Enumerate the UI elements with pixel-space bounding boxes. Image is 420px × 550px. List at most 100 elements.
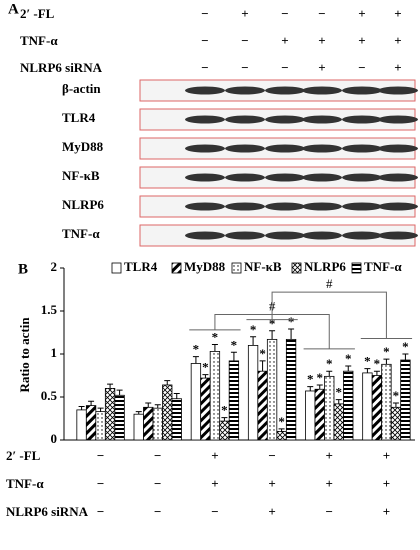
legend-swatch	[291, 262, 302, 274]
comparison-label: #	[326, 276, 333, 291]
blot-band	[225, 144, 265, 153]
blot-label: TLR4	[62, 110, 96, 125]
blot-band	[185, 173, 225, 182]
bar	[362, 372, 373, 441]
treatment-sign: −	[281, 60, 288, 75]
bar	[333, 403, 344, 441]
bar	[371, 375, 383, 441]
treatment-sign: +	[268, 504, 275, 519]
significance-star: *	[374, 356, 381, 371]
y-tick-label: 1.5	[41, 302, 58, 317]
significance-star: *	[317, 370, 324, 385]
treatment-sign: −	[241, 60, 248, 75]
blot-band	[302, 86, 342, 95]
treatment-sign: −	[154, 504, 161, 519]
blot-band	[342, 231, 382, 240]
bar	[104, 387, 116, 441]
treatment-sign: +	[268, 476, 275, 491]
bar	[200, 377, 211, 441]
bar	[247, 344, 259, 441]
treatment-sign: +	[394, 33, 401, 48]
blot-band	[225, 86, 265, 95]
bar	[95, 411, 106, 441]
error-bar	[154, 404, 161, 409]
error-bar	[202, 374, 209, 379]
blot-band	[225, 202, 265, 211]
significance-star: *	[231, 337, 238, 352]
treatment-sign: −	[97, 448, 104, 463]
panel-label: B	[18, 261, 28, 277]
blot-band	[265, 144, 305, 153]
bar	[228, 360, 240, 441]
blot-label: β-actin	[62, 81, 101, 96]
error-bar	[78, 405, 85, 410]
blot-band	[302, 115, 342, 124]
error-bar	[383, 358, 390, 365]
legend-swatch	[231, 262, 242, 274]
treatment-sign: +	[394, 60, 401, 75]
treatment-sign: +	[394, 6, 401, 21]
bar	[266, 338, 278, 441]
y-tick-label: 0.5	[41, 388, 58, 403]
blot-label: NF-κB	[62, 168, 100, 183]
blot-band	[342, 173, 382, 182]
y-tick-label: 1	[51, 345, 58, 360]
y-axis-label: Ratio to actin	[17, 317, 32, 393]
significance-star: *	[288, 314, 295, 329]
treatment-sign: −	[318, 6, 325, 21]
treatment-sign: −	[211, 504, 218, 519]
legend-swatch	[111, 262, 122, 274]
error-bar	[116, 389, 123, 396]
blot-band	[265, 173, 305, 182]
treatment-sign: −	[241, 33, 248, 48]
bar	[114, 394, 125, 441]
legend-label: NLRP6	[304, 259, 346, 274]
treatment-label: TNF-α	[20, 33, 58, 48]
treatment-sign: −	[201, 60, 208, 75]
treatment-sign: −	[97, 476, 104, 491]
error-bar	[164, 380, 171, 385]
bar	[343, 370, 354, 441]
error-bar	[326, 370, 333, 377]
blot-band	[378, 144, 418, 153]
blot-label: NLRP6	[62, 197, 104, 212]
blot-band	[378, 115, 418, 124]
bar	[143, 406, 154, 441]
significance-star: *	[278, 414, 285, 429]
error-bar	[335, 399, 342, 404]
significance-star: *	[383, 344, 390, 359]
significance-star: *	[212, 330, 219, 345]
y-tick-label: 0	[51, 431, 58, 446]
treatment-sign: +	[326, 476, 333, 491]
blot-label: MyD88	[62, 139, 104, 154]
error-bar	[345, 365, 352, 372]
error-bar	[269, 330, 276, 340]
bar	[324, 375, 335, 441]
error-bar	[173, 393, 180, 399]
blot-band	[185, 86, 225, 95]
blot-label: TNF-α	[62, 226, 100, 241]
error-bar	[373, 370, 380, 376]
bar	[390, 406, 402, 441]
bar	[76, 409, 87, 441]
bar	[209, 351, 221, 441]
bar	[314, 388, 325, 441]
error-bar	[392, 402, 399, 408]
bar	[162, 384, 173, 441]
significance-star: *	[364, 354, 371, 369]
significance-star: *	[307, 372, 314, 387]
bar	[171, 398, 182, 441]
significance-star: *	[326, 356, 333, 371]
significance-star: *	[269, 316, 276, 331]
treatment-label: NLRP6 siRNA	[6, 504, 89, 519]
bar	[85, 405, 97, 441]
bar	[219, 420, 230, 441]
error-bar	[230, 351, 237, 361]
significance-star: *	[202, 360, 209, 375]
significance-star: *	[250, 322, 257, 337]
panel-label: A	[8, 1, 19, 17]
treatment-sign: −	[97, 504, 104, 519]
bar	[400, 359, 411, 441]
error-bar	[250, 336, 257, 346]
treatment-sign: +	[383, 504, 390, 519]
